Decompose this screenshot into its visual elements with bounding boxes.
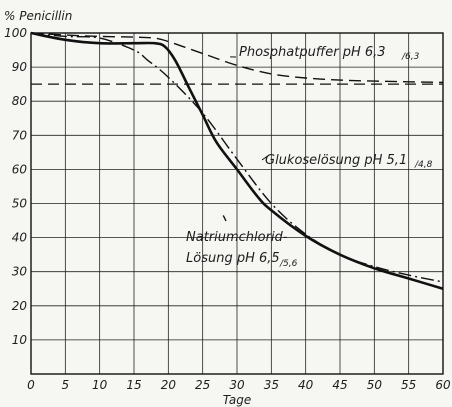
series-layer <box>30 31 444 291</box>
x-tick-label: 30 <box>229 378 245 392</box>
x-tick-label: 40 <box>298 378 314 392</box>
natriumchlorid-label-line-2: Lösung pH 6,5 <box>186 251 280 266</box>
x-tick-label: 35 <box>264 378 279 392</box>
x-tick-label: 15 <box>126 378 141 392</box>
natriumchlorid-label-line-1: Natriumchlorid- <box>186 230 288 245</box>
y-tick-label: 50 <box>12 197 28 211</box>
x-tick-label: 5 <box>62 378 70 392</box>
y-tick-label: 70 <box>12 128 28 142</box>
x-tick-label: 25 <box>195 378 210 392</box>
series-glukose-line <box>30 32 444 283</box>
glukose-label-fraction: /4,8 <box>414 160 433 170</box>
x-axis-title: Tage <box>223 393 251 407</box>
natriumchlorid-annotation: Natriumchlorid- Lösung pH 6,5 /5,6 <box>186 215 298 269</box>
x-tick-label: 0 <box>27 378 35 392</box>
natriumchlorid-label-fraction: /5,6 <box>279 259 298 269</box>
series-natriumchlorid-line <box>30 31 444 291</box>
y-tick-label: 60 <box>12 162 28 176</box>
glukose-leader-line <box>261 155 269 161</box>
glukose-annotation: Glukoselösung pH 5,1 /4,8 <box>261 153 433 170</box>
y-tick-label: 10 <box>12 333 28 347</box>
series-phosphat-line <box>30 32 444 84</box>
phosphat-label: Phosphatpuffer pH 6,3 <box>239 45 386 60</box>
x-tick-label: 50 <box>367 378 383 392</box>
y-tick-label: 100 <box>4 26 27 40</box>
glukose-label: Glukoselösung pH 5,1 <box>265 153 407 168</box>
x-tick-label: 60 <box>435 378 451 392</box>
y-tick-label: 40 <box>12 231 28 245</box>
plot-frame <box>30 32 444 375</box>
natriumchlorid-leader-line <box>222 215 227 222</box>
y-tick-label: 30 <box>12 265 28 279</box>
y-tick-label: 80 <box>12 94 28 108</box>
x-tick-label: 20 <box>161 378 177 392</box>
y-axis-title: % Penicillin <box>4 9 72 23</box>
y-tick-label: 20 <box>12 299 28 313</box>
x-tick-label: 10 <box>92 378 108 392</box>
x-tick-label: 45 <box>332 378 347 392</box>
y-tick-label: 90 <box>12 60 28 74</box>
x-tick-label: 55 <box>401 378 416 392</box>
tick-labels: 0 5 10 15 20 25 30 35 40 45 50 55 60 10 20 30 40 50 60 70 80… <box>4 26 451 392</box>
phosphat-annotation: Phosphatpuffer pH 6,3 /6,3 <box>230 45 420 62</box>
phosphat-label-fraction: /6,3 <box>401 52 420 62</box>
